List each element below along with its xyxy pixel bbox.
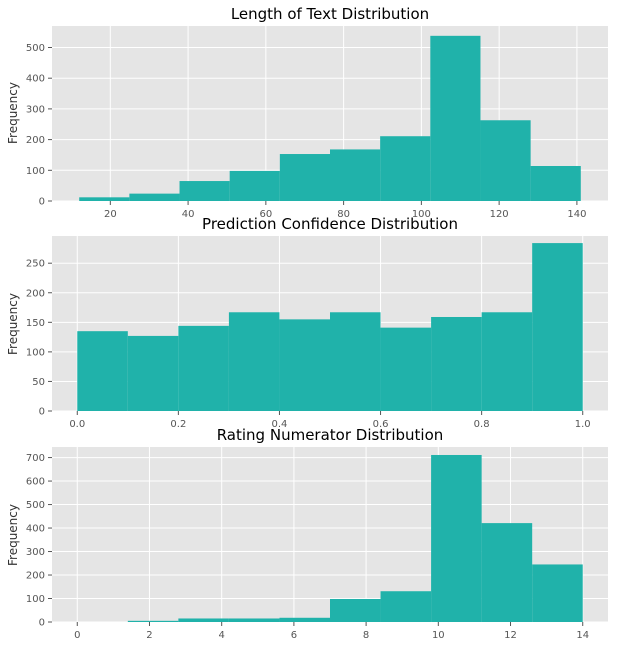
histogram-bar (530, 166, 581, 201)
x-tick-label: 120 (490, 209, 509, 220)
x-tick-label: 2 (146, 630, 152, 641)
y-tick-label: 250 (26, 259, 45, 270)
histogram-bar (330, 598, 381, 622)
y-tick-label: 200 (26, 288, 45, 299)
subplot-length-of-text: Length of Text Distribution Frequency 20… (6, 5, 608, 220)
y-tick-label: 600 (26, 477, 45, 488)
x-tick-label: 0.8 (474, 419, 490, 430)
y-tick-label: 100 (26, 166, 45, 177)
histogram-bar (532, 243, 583, 411)
histogram-bar (480, 120, 531, 201)
x-tick-label: 8 (363, 630, 369, 641)
histogram-bar (179, 181, 230, 201)
x-tick-label: 1.0 (575, 419, 591, 430)
histogram-bar (380, 591, 432, 622)
y-tick-label: 700 (26, 453, 45, 464)
histogram-bar (481, 523, 533, 622)
histogram-bar (279, 617, 330, 622)
histogram-bar (279, 154, 330, 201)
y-tick-label: 0 (39, 407, 45, 418)
chart-title: Rating Numerator Distribution (217, 426, 444, 444)
chart-title: Length of Text Distribution (231, 5, 429, 23)
x-tick-label: 40 (182, 209, 195, 220)
x-tick-label: 140 (567, 209, 586, 220)
y-tick-label: 100 (26, 594, 45, 605)
histogram-bar (279, 319, 330, 411)
y-tick-label: 50 (32, 377, 45, 388)
x-tick-label: 0.4 (272, 419, 288, 430)
y-tick-label: 400 (26, 74, 45, 85)
x-tick-label: 80 (337, 209, 350, 220)
histogram-bar (330, 312, 381, 411)
y-tick-label: 200 (26, 571, 45, 582)
y-axis-label: Frequency (6, 293, 20, 355)
y-tick-label: 0 (39, 197, 45, 208)
histogram-bar (431, 316, 482, 411)
y-tick-label: 150 (26, 318, 45, 329)
histogram-bar (79, 197, 130, 201)
x-tick-label: 100 (412, 209, 431, 220)
y-tick-label: 300 (26, 104, 45, 115)
subplot-prediction-confidence: Prediction Confidence Distribution Frequ… (6, 215, 608, 430)
histogram-bar (228, 618, 280, 622)
x-tick-label: 20 (104, 209, 117, 220)
histogram-bar (127, 620, 179, 622)
x-tick-label: 12 (504, 630, 517, 641)
chart-title: Prediction Confidence Distribution (202, 215, 458, 233)
y-tick-label: 200 (26, 135, 45, 146)
y-tick-label: 300 (26, 547, 45, 558)
histogram-bar (430, 35, 481, 202)
histogram-bar (127, 335, 179, 411)
x-tick-label: 4 (219, 630, 225, 641)
y-axis-label: Frequency (6, 82, 20, 144)
histogram-bar (228, 312, 280, 411)
x-tick-label: 0 (74, 630, 80, 641)
x-tick-label: 60 (259, 209, 272, 220)
histogram-bar (481, 312, 533, 411)
y-tick-label: 500 (26, 500, 45, 511)
histogram-bar (77, 331, 128, 411)
histogram-bar (532, 564, 583, 622)
x-tick-label: 14 (576, 630, 589, 641)
x-tick-label: 0.6 (373, 419, 389, 430)
y-tick-label: 0 (39, 618, 45, 629)
histogram-bar (178, 325, 229, 411)
histogram-bar (380, 136, 431, 201)
x-tick-label: 10 (432, 630, 445, 641)
histogram-bar (178, 618, 229, 622)
x-tick-label: 0.0 (69, 419, 85, 430)
histogram-bar (330, 149, 381, 201)
histogram-bar (431, 454, 482, 622)
histogram-bar (129, 193, 180, 201)
y-axis-label: Frequency (6, 504, 20, 566)
y-tick-label: 100 (26, 347, 45, 358)
histogram-bar (229, 170, 280, 201)
x-tick-label: 6 (291, 630, 297, 641)
subplot-rating-numerator: Rating Numerator Distribution Frequency … (6, 426, 608, 641)
histogram-bar (380, 327, 432, 411)
y-tick-label: 400 (26, 524, 45, 535)
y-tick-label: 500 (26, 43, 45, 54)
x-tick-label: 0.2 (170, 419, 186, 430)
